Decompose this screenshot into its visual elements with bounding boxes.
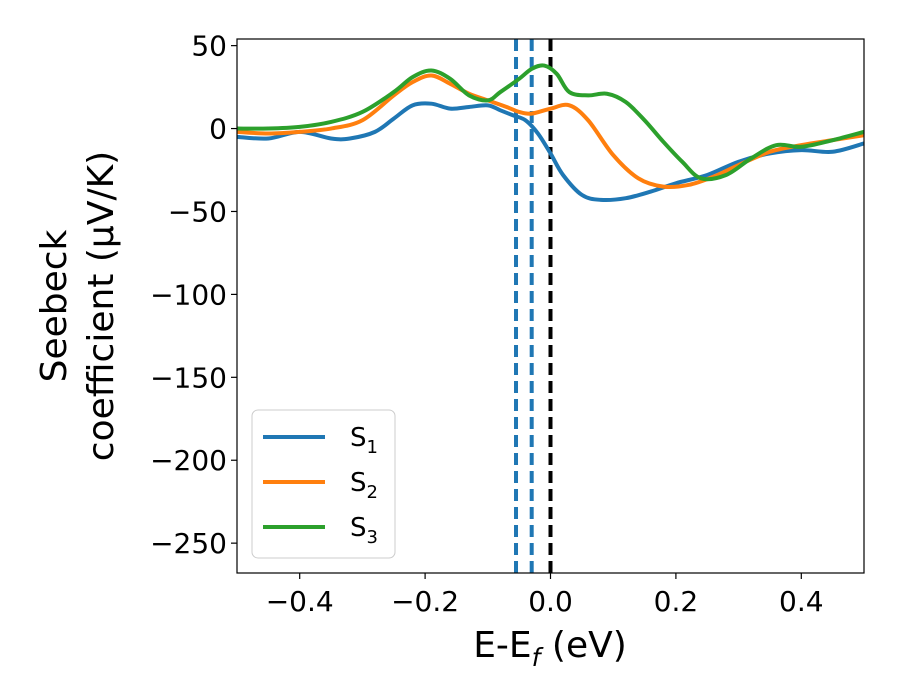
legend-label-s2: S2 — [350, 468, 378, 503]
series-lines — [237, 63, 864, 203]
y-axis-title-line-2: coefficient (μV/K) — [81, 151, 122, 461]
y-tick-label: −250 — [150, 527, 227, 560]
x-tick-label: −0.2 — [391, 585, 459, 618]
y-tick-label: −100 — [150, 278, 227, 311]
y-tick-label: −200 — [150, 444, 227, 477]
x-axis-title: E-Ef (eV) — [473, 625, 627, 672]
x-tick-label: 0.4 — [779, 585, 824, 618]
y-axis-title-line-1: Seebeck — [34, 229, 75, 382]
legend-label-s1: S1 — [350, 423, 378, 458]
series-line-s2 — [237, 73, 864, 190]
x-tick-label: 0.2 — [654, 585, 699, 618]
y-tick-label: −150 — [150, 361, 227, 394]
legend: S1 S2 S3 — [251, 409, 396, 559]
x-tick-label: 0.0 — [528, 585, 573, 618]
y-axis-ticks: 50 0 −50 −100 −150 −200 −250 — [150, 30, 237, 560]
x-tick-label: −0.4 — [266, 585, 334, 618]
y-axis-title: Seebeck coefficient (μV/K) — [34, 151, 122, 461]
y-tick-label: 50 — [191, 30, 227, 63]
y-tick-label: −50 — [168, 195, 227, 228]
legend-label-s3: S3 — [350, 513, 378, 548]
x-axis-ticks: −0.4 −0.2 0.0 0.2 0.4 — [266, 573, 824, 618]
y-tick-label: 0 — [209, 113, 227, 146]
series-line-s1 — [237, 101, 864, 203]
series-line-s3 — [237, 63, 864, 182]
